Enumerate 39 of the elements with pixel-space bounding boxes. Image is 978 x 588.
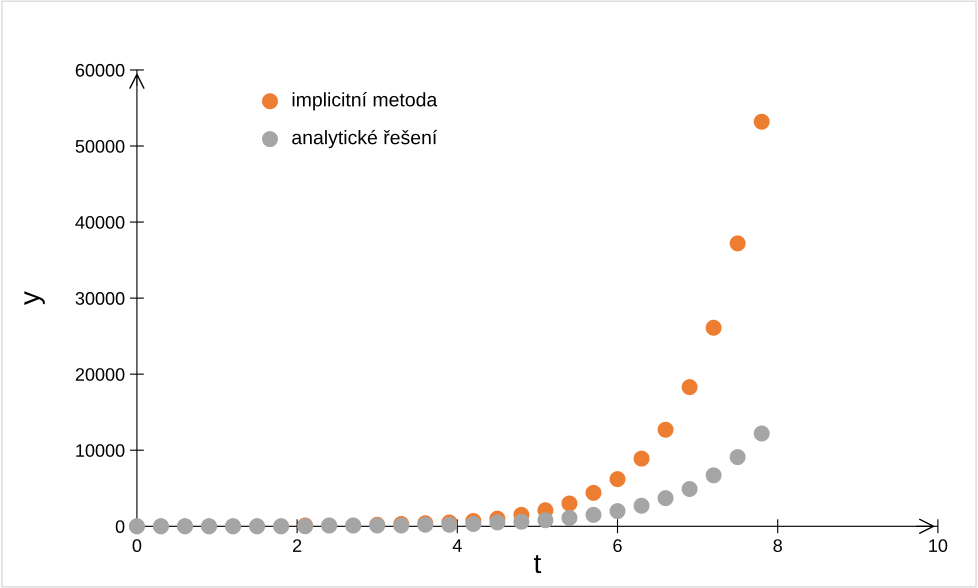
point — [561, 495, 578, 512]
point — [754, 114, 770, 130]
legend-label: analytické řešení — [292, 130, 438, 148]
y-tick-label: 30000 — [76, 292, 124, 305]
point — [610, 471, 626, 488]
point — [658, 490, 674, 506]
point — [754, 426, 770, 442]
point — [706, 320, 722, 336]
x-tick-label: 8 — [773, 539, 782, 552]
x-tick-label: 4 — [452, 539, 462, 552]
y-tick-label: 40000 — [75, 216, 124, 229]
y-tick-label: 20000 — [76, 368, 124, 381]
y-tick-label: 60000 — [76, 64, 124, 77]
point — [513, 514, 530, 530]
point — [634, 498, 650, 514]
point — [682, 379, 698, 396]
point — [537, 512, 554, 528]
point — [586, 506, 602, 523]
point — [489, 514, 506, 530]
y-axis-title: y — [24, 291, 45, 305]
x-tick-label: 2 — [293, 539, 302, 552]
point — [634, 450, 650, 467]
point — [730, 235, 746, 252]
x-tick-label: 10 — [929, 539, 948, 552]
y-tick-label: 50000 — [76, 140, 124, 153]
point — [730, 449, 746, 466]
point — [465, 516, 482, 532]
y-tick-label: 10000 — [76, 444, 124, 457]
point — [706, 467, 722, 484]
point — [586, 484, 602, 501]
x-axis-title: t — [534, 554, 542, 574]
point — [658, 422, 674, 438]
x-tick-label: 6 — [613, 539, 622, 552]
y-tick-label: 0 — [116, 520, 124, 533]
x-tick-label: 0 — [132, 539, 142, 552]
legend-label: implicitní metoda — [292, 92, 438, 110]
point — [682, 481, 698, 497]
point — [561, 510, 578, 526]
point — [610, 503, 626, 520]
